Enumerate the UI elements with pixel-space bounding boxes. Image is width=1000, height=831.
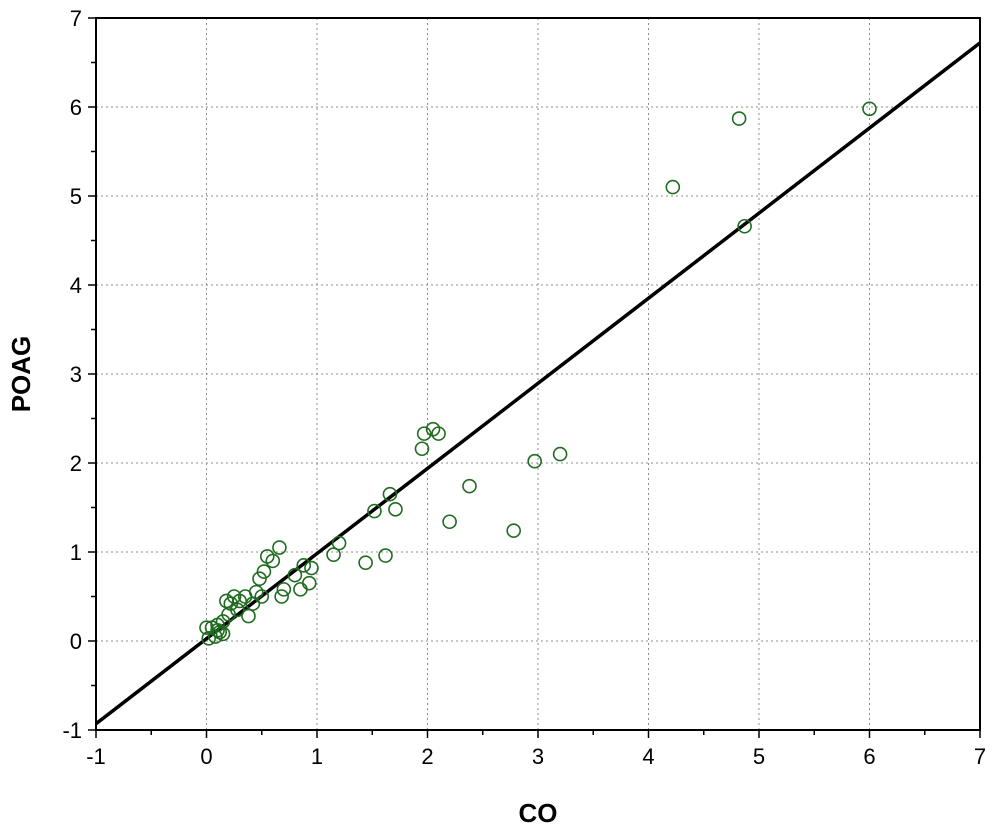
data-point bbox=[737, 218, 752, 234]
y-tick-label: 0 bbox=[70, 629, 82, 654]
data-point bbox=[248, 584, 264, 600]
data-point bbox=[731, 111, 747, 126]
data-point bbox=[241, 608, 256, 624]
data-point bbox=[201, 631, 217, 646]
x-tick-label: 5 bbox=[753, 744, 765, 769]
data-point bbox=[256, 564, 272, 579]
y-tick-label: -1 bbox=[62, 718, 82, 743]
data-point bbox=[219, 593, 234, 609]
y-tick-label: 1 bbox=[70, 540, 82, 565]
data-point bbox=[462, 478, 477, 494]
x-tick-label: 3 bbox=[532, 744, 544, 769]
data-point bbox=[287, 567, 303, 583]
data-point bbox=[259, 549, 275, 564]
data-points bbox=[199, 101, 877, 646]
y-tick-label: 4 bbox=[70, 273, 82, 298]
data-point bbox=[431, 426, 446, 441]
y-tick-label: 6 bbox=[70, 95, 82, 120]
x-tick-label: 7 bbox=[974, 744, 986, 769]
data-point bbox=[414, 441, 430, 457]
y-tick-label: 5 bbox=[70, 184, 82, 209]
data-point bbox=[506, 523, 521, 538]
data-point bbox=[382, 486, 398, 502]
data-point bbox=[331, 535, 347, 551]
data-point bbox=[442, 514, 457, 530]
x-tick-label: 0 bbox=[200, 744, 212, 769]
data-point bbox=[293, 582, 308, 597]
x-axis-title: CO bbox=[519, 798, 558, 828]
data-point bbox=[665, 179, 681, 195]
y-axis-title: POAG bbox=[6, 336, 36, 413]
data-point bbox=[296, 558, 312, 573]
data-point bbox=[862, 101, 877, 117]
data-point bbox=[208, 629, 223, 644]
data-point bbox=[304, 560, 319, 576]
data-point bbox=[226, 589, 242, 604]
data-point bbox=[416, 426, 432, 441]
x-tick-label: 1 bbox=[311, 744, 323, 769]
y-tick-label: 2 bbox=[70, 451, 82, 476]
data-point bbox=[326, 547, 341, 562]
data-point bbox=[358, 555, 373, 570]
x-tick-label: 4 bbox=[642, 744, 654, 769]
data-point bbox=[527, 453, 542, 469]
data-point bbox=[274, 589, 289, 604]
grid-lines bbox=[96, 18, 980, 730]
y-tick-label: 7 bbox=[70, 6, 82, 31]
x-tick-labels: -1 0 1 2 3 4 5 6 7 bbox=[86, 744, 986, 769]
data-point bbox=[276, 582, 292, 597]
data-point bbox=[378, 548, 393, 563]
data-point bbox=[367, 503, 382, 519]
x-tick-label: -1 bbox=[86, 744, 106, 769]
data-point bbox=[552, 446, 568, 462]
data-point bbox=[215, 626, 231, 642]
data-point bbox=[199, 620, 214, 635]
y-tick-labels: -1 0 1 2 3 4 5 6 7 bbox=[62, 6, 82, 743]
data-point bbox=[272, 540, 287, 555]
data-point bbox=[252, 571, 267, 587]
data-point bbox=[388, 501, 403, 517]
x-tick-label: 6 bbox=[863, 744, 875, 769]
data-point bbox=[230, 602, 245, 618]
plot-frame bbox=[95, 17, 981, 731]
x-tick-label: 2 bbox=[421, 744, 433, 769]
y-tick-label: 3 bbox=[70, 362, 82, 387]
